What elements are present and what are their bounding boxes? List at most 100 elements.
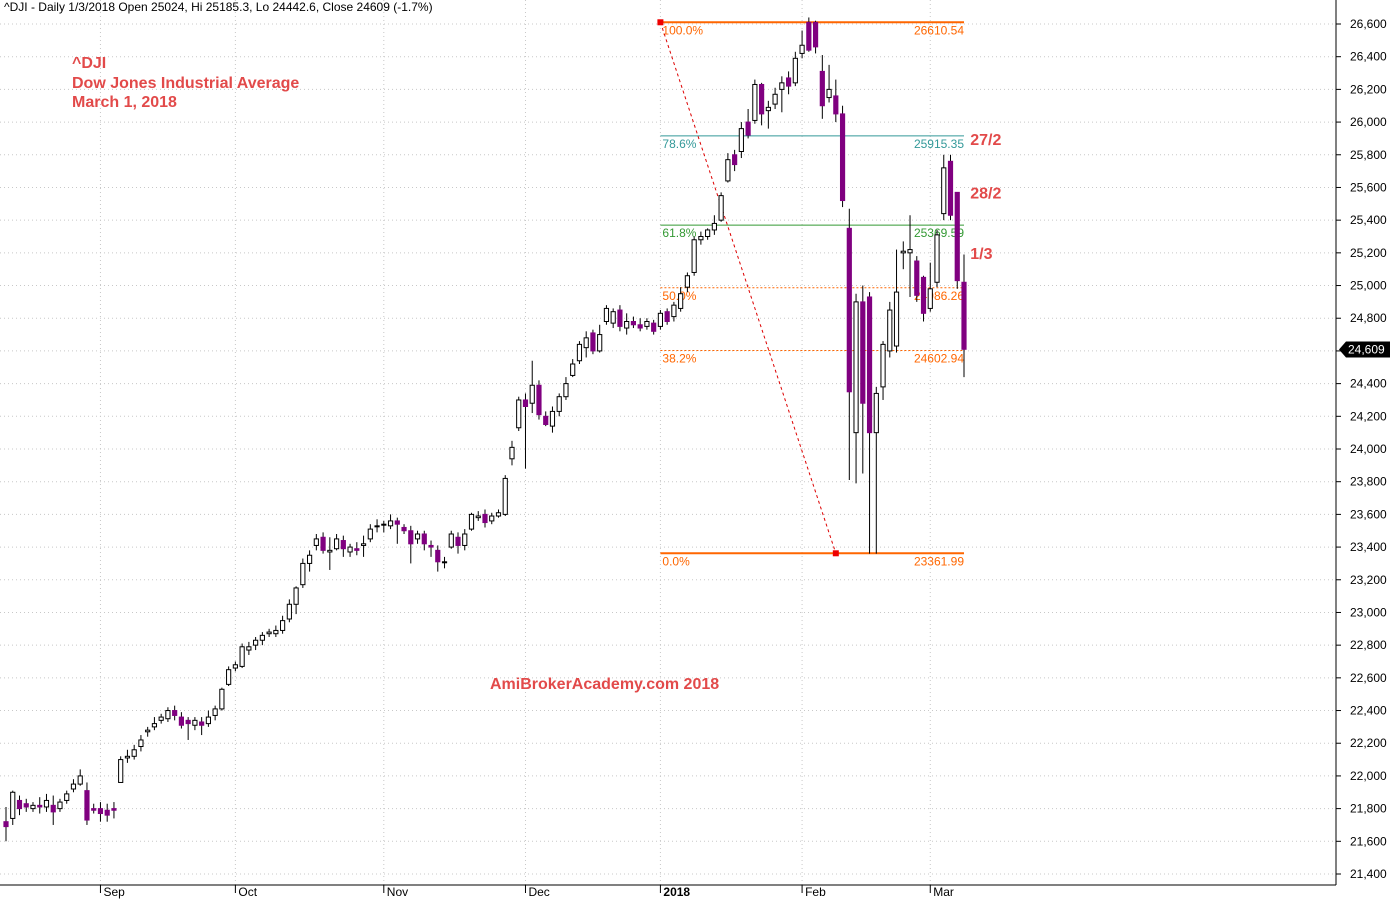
candle [529,360,535,414]
candle-body [597,334,603,352]
candle [522,393,529,469]
candle [927,262,933,312]
candle [185,717,191,740]
y-tick-label: 25,200 [1350,246,1387,260]
fib-pct-label: 0.0% [662,554,690,568]
candle-body [259,634,265,641]
candle [381,520,387,533]
candle-body [812,21,819,48]
candle-body [536,384,542,416]
candle-body [16,799,23,810]
candle [97,802,104,822]
candle [502,475,508,517]
y-tick-label: 26,400 [1350,50,1387,64]
candle-body [495,512,502,517]
candle [603,305,610,325]
candle [880,341,886,400]
candle-body [172,710,178,716]
candle-body [64,793,70,801]
x-tick-label: Sep [103,885,125,899]
candle [765,100,771,129]
y-tick-label: 22,200 [1350,736,1387,750]
candle [624,313,630,335]
candle [131,744,137,760]
candle-body [637,324,643,329]
candle-body [111,808,117,811]
x-tick-label: Nov [387,885,408,899]
y-tick-label: 22,600 [1350,671,1387,685]
candle [866,292,873,554]
candle [819,55,825,119]
candle-body [192,719,198,726]
candle [266,628,272,637]
candle-body [711,222,717,231]
candle-body [340,540,346,550]
candle-body [509,446,515,460]
candle-body [779,82,785,90]
candle-body [644,321,650,327]
candle [367,524,373,543]
candle [920,275,927,322]
y-tick-label: 26,000 [1350,115,1387,129]
y-tick-label: 24,200 [1350,409,1387,423]
candle-body [91,808,97,811]
candle [138,735,144,752]
candle-body [792,57,798,84]
candle-body [920,276,927,314]
candle-body [104,809,110,816]
x-tick-label: Feb [805,885,826,899]
candle [914,256,920,302]
candle-body [657,312,663,327]
candle-body [232,664,238,669]
candle-body [10,791,16,819]
candle-body [50,804,56,813]
candle [300,558,306,588]
candle [178,712,184,729]
candle-body [84,790,90,821]
candle-body [482,513,488,524]
y-tick-label: 22,000 [1350,769,1387,783]
candle [435,545,441,572]
candle-body [617,309,623,327]
fib-trend-end-marker [832,550,839,557]
chart-title-date: March 1, 2018 [72,94,177,111]
candle [401,524,407,534]
candle-body [286,603,292,620]
y-tick-label: 24,800 [1350,311,1387,325]
chart-header: ^DJI - Daily 1/3/2018 Open 25024, Hi 251… [4,0,433,14]
candle [860,285,866,474]
candle [226,666,232,687]
candle-body [725,159,731,182]
candle-body [77,775,83,785]
candles-layer [3,17,967,842]
candle-body [765,106,771,112]
candle [253,636,259,651]
candle-body [954,191,960,282]
candle-body [947,160,954,216]
candle [725,153,731,183]
candle [448,530,454,549]
candle [711,215,717,235]
candle [421,530,427,551]
candle-body [246,646,252,651]
candle-body [367,528,373,540]
candle [812,20,819,54]
y-tick-label: 24,400 [1350,377,1387,391]
candle [792,51,798,87]
candle [489,512,495,525]
fib-pct-label: 38.2% [662,351,696,365]
y-tick-label: 25,000 [1350,279,1387,293]
candle [145,726,151,737]
candle-body [630,321,637,326]
y-tick-label: 25,600 [1350,180,1387,194]
candle-body [468,513,475,530]
candle-body [502,477,508,515]
candle-body [374,525,380,528]
candle-body [23,803,29,808]
fib-pct-label: 100.0% [662,23,703,37]
candle [239,643,245,669]
candle-body [853,301,859,434]
candle-body [387,520,394,527]
y-tick-label: 23,400 [1350,540,1387,554]
candle [786,71,792,95]
